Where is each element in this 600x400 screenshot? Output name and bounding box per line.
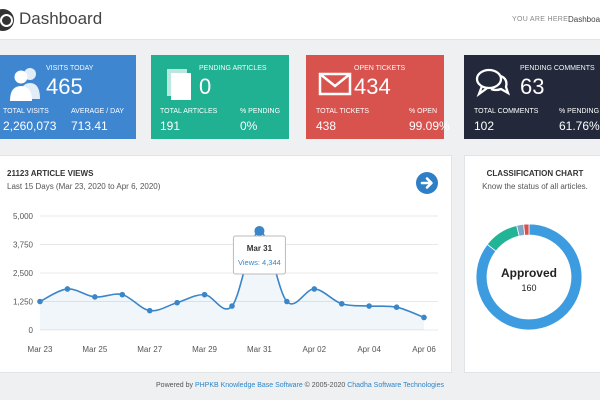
donut-center-value: 160 (521, 283, 536, 293)
chart-tooltip: Mar 31 Views: 4,344 (232, 235, 286, 275)
footer: Powered by PHPKB Knowledge Base Software… (0, 382, 600, 389)
y-tick-label: 5,000 (13, 212, 34, 221)
views-area (40, 230, 424, 330)
data-point[interactable] (284, 298, 290, 305)
tooltip-value: Views: 4,344 (238, 258, 281, 267)
x-tick-label: Mar 23 (28, 345, 53, 354)
card-left-label: TOTAL COMMENTS (474, 108, 539, 115)
envelope-icon (318, 72, 352, 96)
arrow-right-circle-icon[interactable] (415, 171, 439, 195)
card-right-value: 61.76% (559, 119, 600, 133)
breadcrumb-label: YOU ARE HERE: (512, 16, 571, 23)
card-right-value: 713.41 (71, 119, 108, 133)
y-tick-label: 0 (29, 326, 34, 335)
card-value: 434 (354, 74, 391, 99)
x-tick-label: Mar 27 (137, 345, 162, 354)
x-tick-label: Mar 31 (247, 345, 272, 354)
card-left-value: 2,260,073 (3, 119, 57, 133)
donut-slice[interactable] (523, 223, 530, 236)
classification-donut-chart: Approved 160 (475, 223, 583, 331)
card-title: PENDING COMMENTS (520, 65, 595, 72)
articles-card[interactable]: PENDING ARTICLES 0 TOTAL ARTICLES 191 % … (151, 55, 289, 139)
card-right-value: 99.09% (409, 119, 450, 133)
dashboard-icon (0, 9, 14, 31)
card-right-label: % OPEN (409, 108, 438, 115)
data-point[interactable] (146, 307, 153, 314)
data-point[interactable] (119, 291, 126, 298)
article-views-chart: 0 1,250 2,500 3,750 5,000 Mar 23 Mar 25 Mar 27… (13, 212, 438, 354)
donut-slice[interactable] (475, 223, 583, 331)
data-point[interactable] (64, 286, 71, 292)
card-value: 465 (46, 74, 83, 99)
footer-copyright: © 2005-2020 (302, 382, 348, 389)
y-tick-label: 3,750 (13, 241, 34, 250)
card-value: 63 (520, 74, 545, 99)
data-point[interactable] (311, 286, 318, 292)
card-right-value: 0% (240, 119, 258, 133)
views-line (39, 230, 425, 319)
card-left-label: TOTAL ARTICLES (160, 108, 218, 115)
x-tick-label: Mar 25 (82, 345, 107, 354)
card-left-label: TOTAL TICKETS (316, 108, 370, 115)
card-title: PENDING ARTICLES (199, 65, 267, 72)
data-point[interactable] (366, 303, 372, 309)
donut-slice[interactable] (486, 224, 520, 252)
x-tick-label: Apr 02 (302, 345, 326, 354)
donut-center-label: Approved (501, 266, 557, 280)
comments-icon (475, 68, 510, 98)
document-icon (167, 69, 191, 100)
panel-subtitle: Know the status of all articles. (482, 182, 588, 191)
x-tick-label: Apr 04 (357, 345, 381, 354)
x-tick-label: Mar 29 (192, 345, 217, 354)
card-right-label: % PENDING (559, 108, 600, 115)
panel-title: 21123 ARTICLE VIEWS (7, 169, 94, 178)
y-tick-label: 1,250 (13, 298, 34, 307)
footer-prefix: Powered by (156, 382, 195, 389)
page-title: Dashboard (19, 9, 103, 28)
footer-link-phpkb[interactable]: PHPKB Knowledge Base Software (194, 382, 303, 389)
panel-title: CLASSIFICATION CHART (486, 169, 584, 178)
card-left-value: 438 (316, 119, 337, 133)
data-point[interactable] (229, 303, 235, 309)
data-point[interactable] (421, 314, 427, 321)
comments-card[interactable]: PENDING COMMENTS 63 TOTAL COMMENTS 102 %… (464, 55, 600, 139)
top-header: Dashboard YOU ARE HERE: Dashboard (0, 0, 600, 40)
y-tick-label: 2,500 (13, 269, 34, 278)
card-left-label: TOTAL VISITS (3, 108, 49, 115)
card-left-value: 102 (474, 119, 495, 133)
article-views-panel: 21123 ARTICLE VIEWS Last 15 Days (Mar 23… (0, 155, 452, 373)
card-right-label: AVERAGE / DAY (71, 108, 125, 115)
visits-card[interactable]: VISITS TODAY 465 TOTAL VISITS 2,260,073 … (0, 55, 136, 139)
data-point[interactable] (393, 304, 400, 310)
breadcrumb-current[interactable]: Dashboard (568, 15, 600, 24)
card-value: 0 (199, 74, 212, 99)
card-title: VISITS TODAY (46, 65, 94, 72)
card-left-value: 191 (160, 119, 181, 133)
card-title: OPEN TICKETS (354, 65, 406, 72)
panel-subtitle: Last 15 Days (Mar 23, 2020 to Apr 6, 202… (7, 182, 161, 191)
footer-link-chadha[interactable]: Chadha Software Technologies (347, 382, 444, 389)
x-tick-label: Apr 06 (412, 345, 436, 354)
data-point[interactable] (37, 298, 43, 305)
data-point[interactable] (92, 294, 98, 300)
data-point[interactable] (338, 300, 345, 307)
data-point[interactable] (254, 225, 265, 236)
data-point[interactable] (201, 291, 208, 298)
data-point[interactable] (174, 299, 180, 306)
card-right-label: % PENDING (240, 108, 281, 115)
users-icon (10, 68, 40, 101)
tooltip-date: Mar 31 (247, 244, 273, 253)
tickets-card[interactable]: OPEN TICKETS 434 TOTAL TICKETS 438 % OPE… (306, 55, 450, 139)
